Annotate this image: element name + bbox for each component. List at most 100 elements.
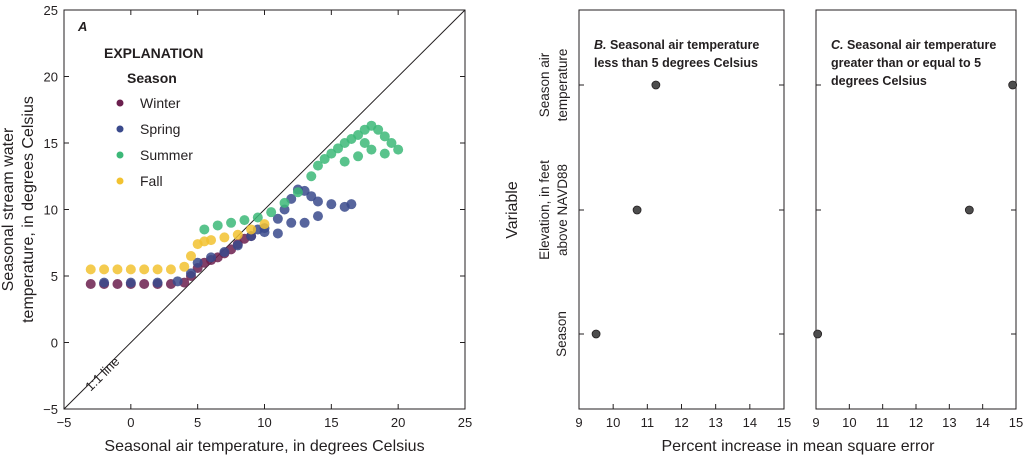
y-axis-title-line-2: temperature, in degrees Celsius [20, 96, 37, 323]
data-point-summer [326, 148, 337, 159]
panel-b-point [632, 205, 642, 215]
data-point-fall [139, 264, 150, 275]
data-point-fall [112, 264, 123, 275]
legend-swatch-fall [116, 177, 124, 185]
data-point-summer [319, 153, 330, 164]
legend-swatch-summer [116, 151, 124, 159]
x-tick-label: 20 [391, 415, 405, 430]
legend-label-spring: Spring [140, 121, 180, 137]
data-point-summer [239, 215, 250, 226]
data-point-summer [292, 187, 303, 198]
data-point-fall [232, 229, 243, 240]
series-summer [199, 120, 404, 235]
data-point-spring [192, 257, 203, 268]
data-point-spring [272, 228, 283, 239]
data-point-spring [125, 277, 136, 288]
data-point-summer [353, 130, 364, 141]
panel-b-point [651, 80, 661, 90]
panel-c-title-letter: C. [831, 38, 844, 52]
x-axis-title-bc: Percent increase in mean square error [661, 438, 935, 455]
x-axis-title-a: Seasonal air temperature, in degrees Cel… [104, 438, 424, 455]
shared-labels: Season air temperature Elevation, in feet a… [504, 49, 935, 455]
data-point-spring [272, 213, 283, 224]
data-point-fall [85, 264, 96, 275]
x-tick-label: 14 [743, 415, 757, 430]
panel-c-point [813, 329, 823, 339]
data-point-fall [206, 235, 217, 246]
category-label-0-line-1: temperature [555, 49, 570, 122]
series-fall [85, 219, 270, 275]
data-point-summer [252, 212, 263, 223]
data-point-summer [393, 144, 404, 155]
y-tick-label: 15 [44, 136, 58, 151]
legend-swatch-spring [116, 125, 124, 133]
data-point-winter [139, 278, 150, 289]
y-tick-label: −5 [43, 402, 58, 417]
data-point-summer [279, 197, 290, 208]
data-point-spring [219, 247, 230, 258]
data-point-spring [346, 199, 357, 210]
panel-b-title-line-1: Seasonal air temperature [607, 38, 760, 52]
x-tick-label: 25 [458, 415, 472, 430]
panel-c-point [964, 205, 974, 215]
x-tick-label: 15 [1009, 415, 1023, 430]
category-label-2-line-0: Season [554, 311, 569, 357]
data-point-summer [226, 217, 237, 228]
legend-swatch-winter [116, 99, 124, 107]
data-point-spring [326, 199, 337, 210]
legend-label-winter: Winter [140, 95, 181, 111]
category-label-1-line-0: Elevation, in feet [537, 160, 552, 260]
x-tick-label: 10 [257, 415, 271, 430]
data-point-spring [306, 191, 317, 202]
data-point-summer [379, 148, 390, 159]
data-point-fall [152, 264, 163, 275]
data-point-spring [312, 196, 323, 207]
panel-b-point [591, 329, 601, 339]
x-tick-label: 12 [674, 415, 688, 430]
data-point-summer [359, 138, 370, 148]
y-axis-title-a: Seasonal stream water temperature, in deg… [0, 96, 37, 323]
data-point-winter [112, 278, 123, 289]
panel-letter-a: A [77, 19, 87, 34]
y-tick-label: 0 [51, 336, 58, 351]
y-tick-label: 10 [44, 203, 58, 218]
panel-c-point [1008, 80, 1018, 90]
legend-label-summer: Summer [140, 147, 193, 163]
data-point-fall [259, 219, 270, 230]
data-point-spring [99, 277, 110, 288]
data-point-fall [165, 264, 176, 275]
panel-c-title-line-3: degrees Celsius [831, 74, 927, 88]
legend-label-fall: Fall [140, 173, 163, 189]
data-point-fall [99, 264, 110, 275]
data-point-winter [85, 278, 96, 289]
y-tick-label: 25 [44, 3, 58, 18]
data-point-spring [206, 252, 217, 263]
data-point-summer [266, 207, 277, 218]
panel-c-title-line-2: greater than or equal to 5 [831, 56, 981, 70]
data-point-fall [125, 264, 136, 275]
data-point-spring [312, 211, 323, 222]
x-tick-label: 12 [909, 415, 923, 430]
legend-title: EXPLANATION [104, 45, 203, 61]
x-tick-label: 9 [575, 415, 582, 430]
variable-axis-title: Variable [504, 181, 521, 239]
panel-a: −5 0 5 10 15 20 25 −5 0 5 10 15 20 25 1:1 line Seasonal… [0, 3, 472, 455]
legend: EXPLANATION Season Winter Spring Summer Fall [104, 45, 203, 189]
data-point-spring [152, 277, 163, 288]
data-point-fall [179, 261, 190, 272]
panel-b-title-line-2: less than 5 degrees Celsius [594, 56, 758, 70]
x-tick-label: 15 [324, 415, 338, 430]
x-tick-label: 9 [812, 415, 819, 430]
data-point-summer [306, 171, 317, 182]
data-point-summer [386, 138, 397, 148]
data-point-summer [379, 131, 390, 142]
legend-subtitle: Season [127, 70, 177, 86]
x-tick-label: 10 [606, 415, 620, 430]
data-point-spring [172, 276, 183, 287]
y-tick-label: 5 [51, 269, 58, 284]
y-tick-label: 20 [44, 70, 58, 85]
x-tick-label: −5 [57, 415, 72, 430]
data-point-summer [199, 224, 210, 235]
data-point-summer [212, 220, 223, 231]
